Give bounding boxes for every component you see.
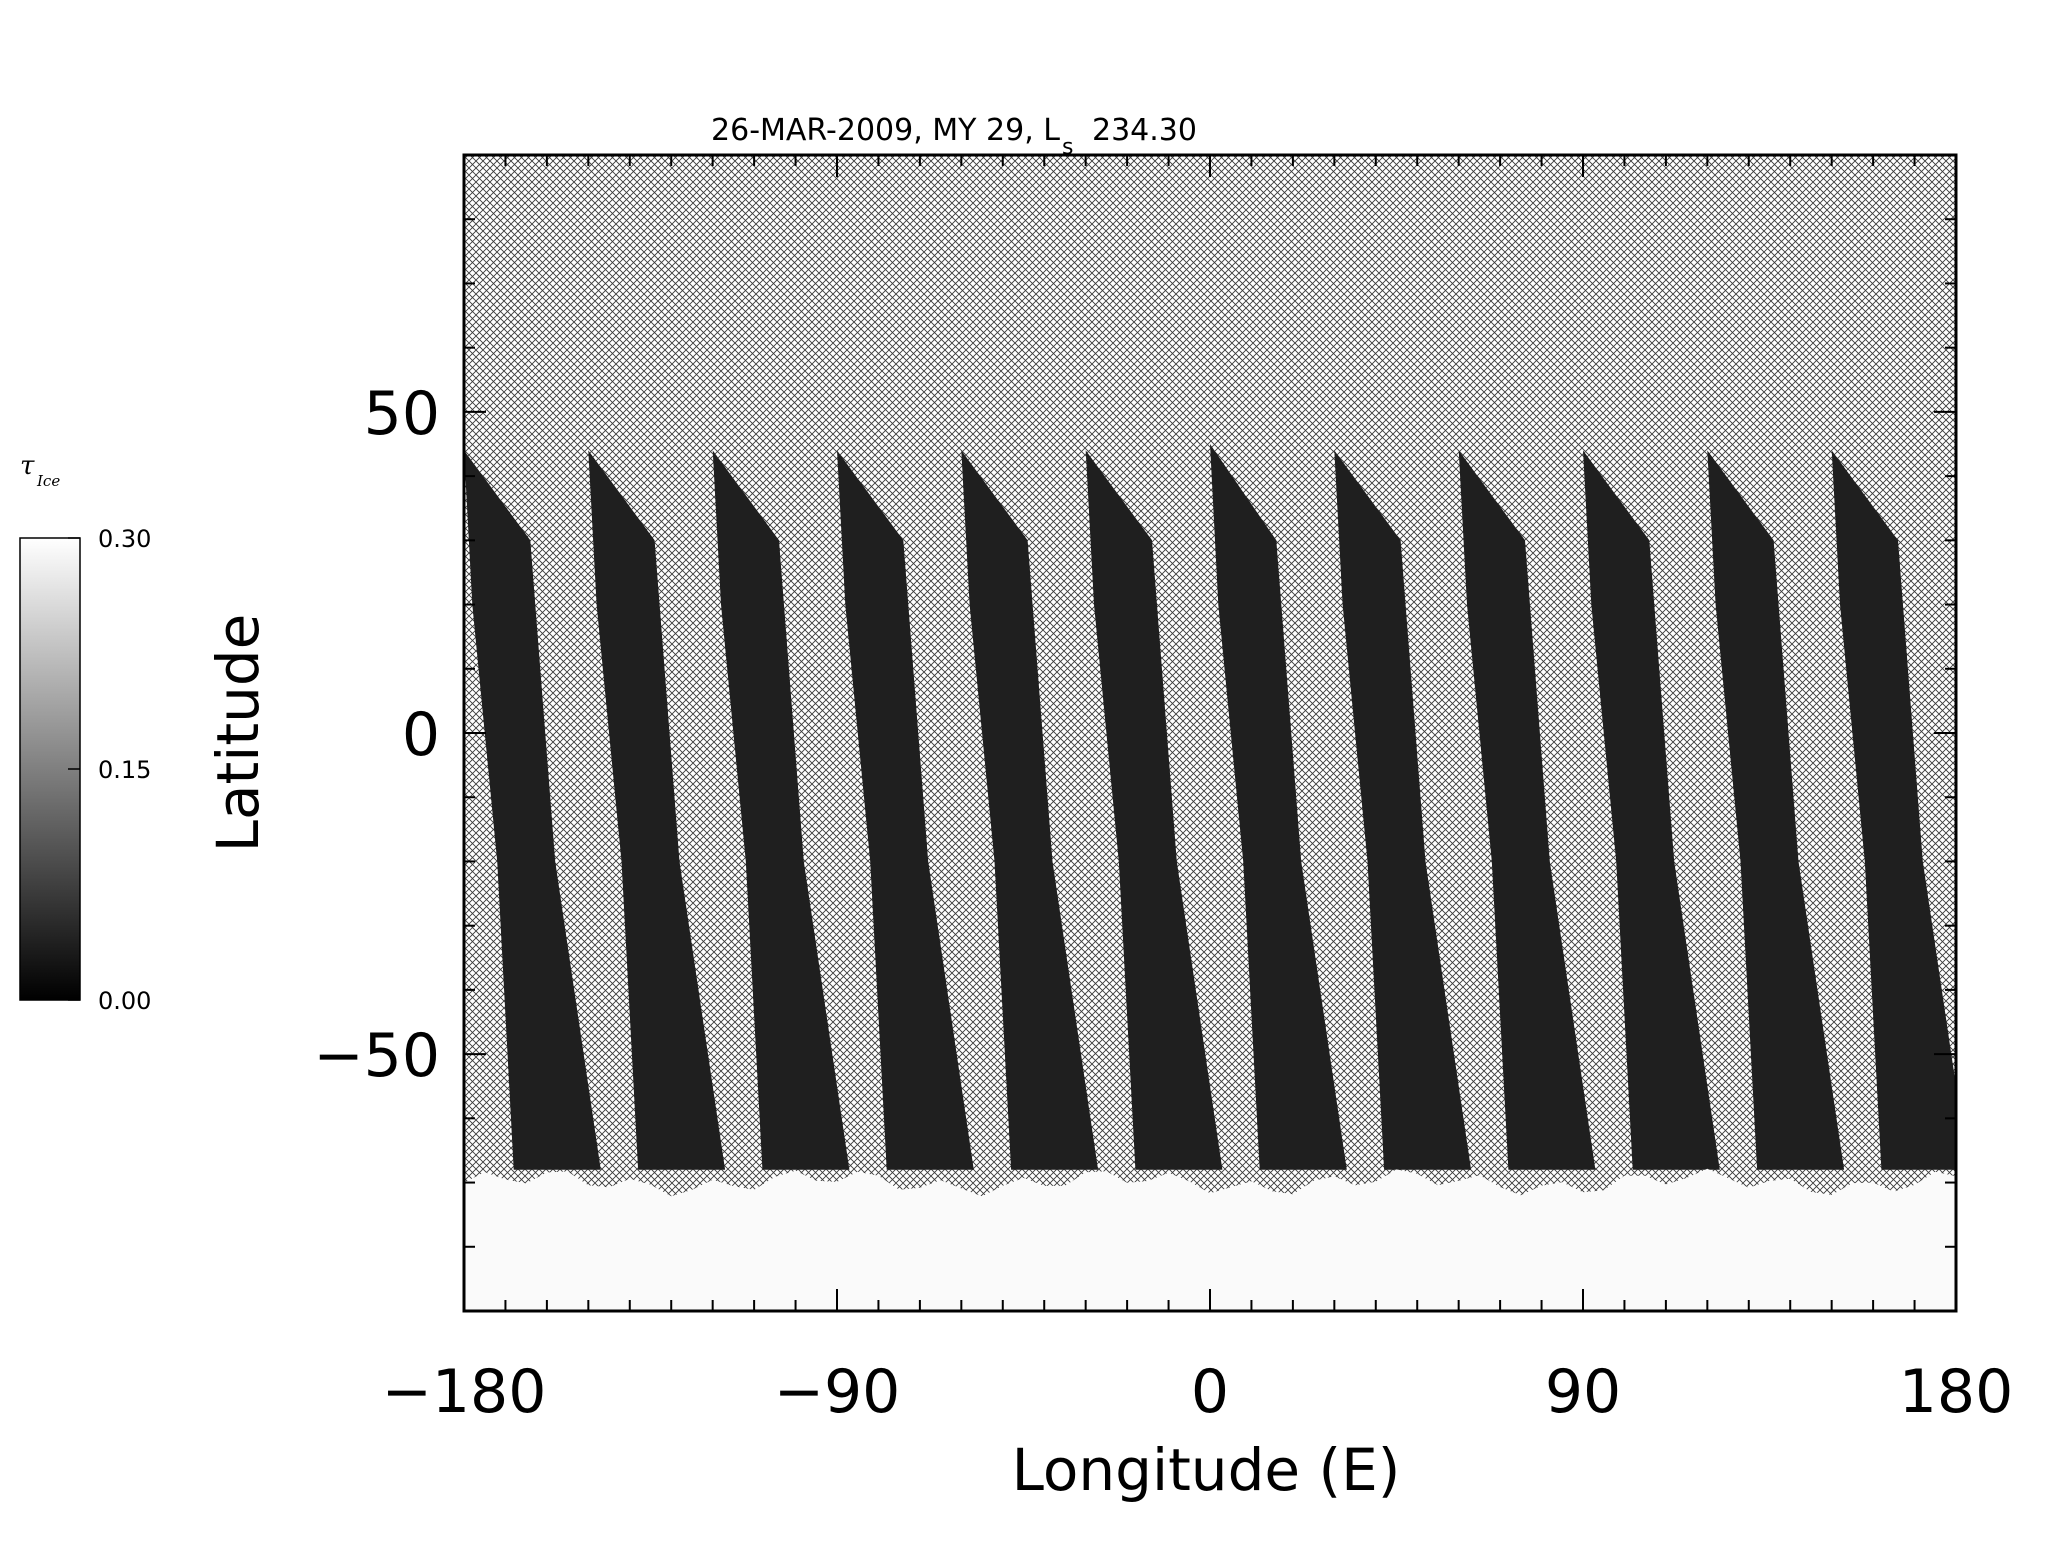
y-axis: −50 0 50	[313, 154, 1956, 1312]
colorbar-ticks: 0.00 0.15 0.30	[68, 525, 151, 1015]
x-tick-label: 0	[1191, 1357, 1229, 1427]
colorbar-label: τ	[20, 451, 35, 481]
y-axis-label: Latitude	[204, 614, 272, 853]
chart-title: 26-MAR-2009, MY 29, L	[711, 113, 1060, 148]
swath-8	[1458, 450, 1596, 1170]
swath-10	[1707, 450, 1845, 1170]
y-tick-label: −50	[313, 1021, 440, 1091]
plot-area	[464, 155, 2048, 1311]
y-tick-label: 50	[364, 379, 440, 449]
x-axis-label: Longitude (E)	[1012, 1436, 1401, 1504]
chart-title-value: 234.30	[1092, 113, 1197, 148]
swath-7	[1334, 450, 1472, 1170]
x-tick-label: −90	[774, 1357, 901, 1427]
x-tick-label: −180	[382, 1357, 547, 1427]
swath-11	[1831, 450, 1956, 1170]
colorbar-tick-label: 0.15	[98, 756, 151, 784]
swath-3	[837, 450, 974, 1170]
x-tick-label: 180	[1899, 1357, 2014, 1427]
y-tick-label: 0	[402, 700, 440, 770]
swath-9	[1583, 450, 1720, 1170]
colorbar-tick-label: 0.00	[98, 987, 151, 1015]
swath-0	[464, 450, 601, 1170]
swath-1	[588, 450, 726, 1170]
polar-ice-region	[464, 1168, 1956, 1311]
swaths-layer	[464, 444, 2048, 1170]
swath-2	[712, 450, 850, 1170]
x-axis: −180 −90 0 90 180	[382, 155, 2014, 1427]
x-tick-label: 90	[1545, 1357, 1621, 1427]
colorbar-tick-label: 0.30	[98, 525, 151, 553]
colorbar: τ Ice 0.00 0.15 0.30	[19, 451, 151, 1015]
swath-4	[961, 450, 1099, 1170]
swath-5	[1085, 450, 1223, 1170]
colorbar-label-subscript: Ice	[36, 472, 60, 490]
chart-title-subscript: s	[1062, 135, 1073, 160]
swath-6	[1210, 444, 1347, 1170]
polar-region	[464, 1168, 1956, 1311]
swath-12	[1956, 450, 2048, 1169]
